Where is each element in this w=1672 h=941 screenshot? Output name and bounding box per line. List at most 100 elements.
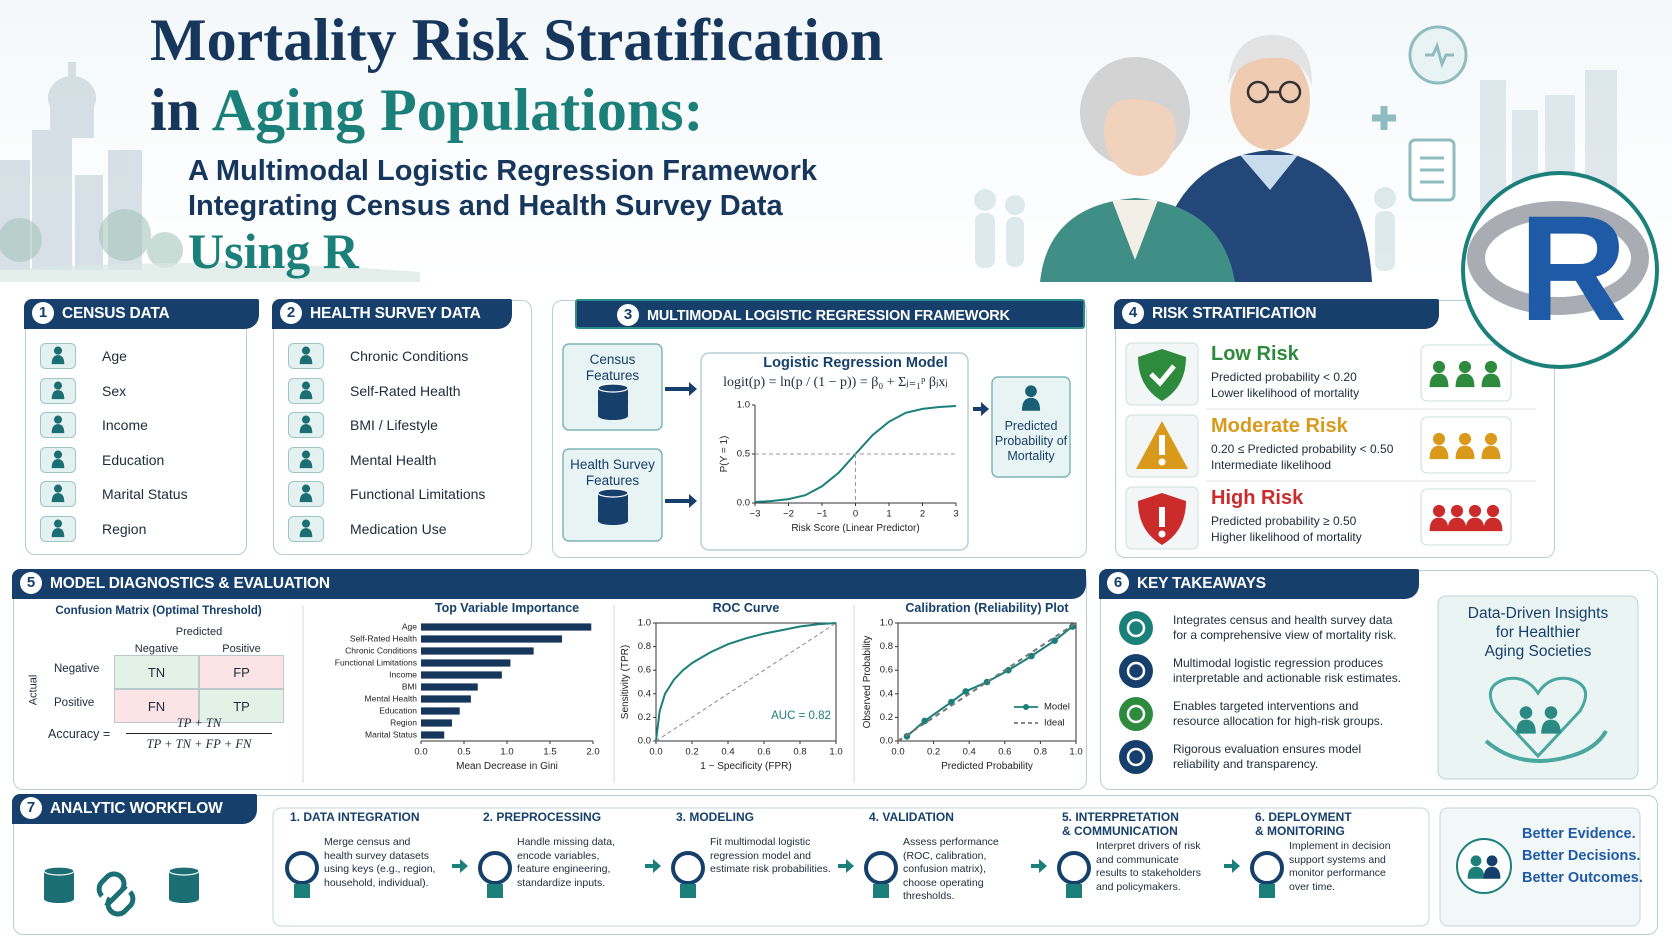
icon-part <box>598 508 628 516</box>
tier-glyph <box>1159 435 1165 455</box>
step-text: feature engineering, <box>517 863 611 875</box>
step-text: and communicate <box>1096 853 1179 866</box>
icon <box>288 481 324 507</box>
diagnostics-card: 5 MODEL DIAGNOSTICS & EVALUATION Confusion… <box>12 569 1087 790</box>
takeaway-text: Rigorous evaluation ensures model <box>1173 742 1362 756</box>
icon-part <box>597 488 629 498</box>
y-tick-label: 1.0 <box>737 400 750 411</box>
x-tick-label: 0.2 <box>927 747 940 758</box>
icon <box>288 377 324 404</box>
icon-part <box>1025 385 1037 398</box>
tier-graphics <box>1125 342 1536 410</box>
y-tick-label: 0.6 <box>638 665 651 676</box>
panel-dividers <box>302 605 855 783</box>
arrow-head <box>981 402 989 416</box>
x-tick-label: −1 <box>817 509 828 520</box>
takeaway-icon <box>1119 654 1153 688</box>
step-text: household, individual). <box>324 876 429 889</box>
icon-part <box>1455 445 1475 460</box>
closing-box <box>1439 807 1641 927</box>
step-title: & COMMUNICATION <box>1062 824 1178 838</box>
annotation: AUC = 0.82 <box>771 710 831 722</box>
takeaway-text: Enables targeted interventions and <box>1173 699 1359 713</box>
icon-part <box>44 886 74 894</box>
x-tick-label: −3 <box>750 509 761 520</box>
y-tick-label: 0.8 <box>880 641 893 652</box>
icon <box>288 343 324 369</box>
step-text: regression model and <box>710 849 811 862</box>
arrow-head <box>1039 859 1047 873</box>
title: in <box>150 77 201 143</box>
r-logo: R <box>1461 171 1659 369</box>
section-header: 5 MODEL DIAGNOSTICS & EVALUATION <box>12 569 1086 599</box>
section-header: 3 MULTIMODAL LOGISTIC REGRESSION FRAMEWOR… <box>575 299 1085 329</box>
matrix-cell: TP <box>199 689 284 723</box>
y-tick-label: 0.0 <box>737 498 750 509</box>
icon-part <box>299 458 313 468</box>
y-tick-label: 0.2 <box>880 712 893 723</box>
section-title: RISK STRATIFICATION <box>1152 305 1317 322</box>
icon-part <box>169 895 199 903</box>
icon-part <box>1486 855 1498 867</box>
step-text: over time. <box>1289 880 1336 893</box>
step-text: Merge census and <box>324 836 411 848</box>
arrow-head <box>1232 859 1240 873</box>
list-item: Sex <box>102 382 127 399</box>
category-label: Self-Rated Health <box>350 633 417 643</box>
icon-part <box>1470 855 1482 867</box>
icon-part <box>1541 719 1561 734</box>
tier-name: Low Risk <box>1211 343 1299 365</box>
plot-frame <box>655 622 837 742</box>
x-tick-label: −2 <box>783 509 794 520</box>
icon-part <box>1519 706 1533 719</box>
icon-part <box>53 346 63 355</box>
bar <box>421 719 452 727</box>
x-tick-label: 1.5 <box>543 747 556 758</box>
bar <box>421 635 563 643</box>
section-title: CENSUS DATA <box>62 305 170 322</box>
category-label: Education <box>379 705 417 715</box>
bar <box>421 707 460 715</box>
bar <box>421 731 445 739</box>
takeaway-text: for a comprehensive view of mortality ri… <box>1173 628 1397 642</box>
icon-part <box>51 389 65 399</box>
icon-part <box>1483 866 1501 879</box>
y-tick-label: 0.4 <box>880 688 893 699</box>
x-tick-label: 2 <box>920 509 925 520</box>
row-header: Negative <box>54 663 100 675</box>
arrow-head <box>846 859 854 873</box>
y-tick-label: 1.0 <box>638 618 651 629</box>
callout-hand <box>1484 729 1608 763</box>
arrow-head <box>689 382 697 396</box>
x-tick-label: 1.0 <box>1069 747 1082 758</box>
bar <box>421 671 502 679</box>
icon-part <box>51 527 65 537</box>
icon-part <box>301 415 311 424</box>
icon-part <box>169 886 199 894</box>
chart-title: Top Variable Importance <box>435 601 579 615</box>
column-header: Negative <box>134 643 179 655</box>
callout-box <box>1437 595 1639 780</box>
icon <box>40 515 76 542</box>
takeaway-text: Integrates census and health survey data <box>1173 613 1393 627</box>
people-box <box>1420 488 1512 546</box>
list-item: Income <box>102 417 148 433</box>
x-axis-label: Mean Decrease in Gini <box>456 761 558 772</box>
icon <box>288 446 324 473</box>
plot-frame <box>897 622 1077 742</box>
section-number: 1 <box>32 302 54 324</box>
chart: Top Variable Importance 0.0 0.5 1.0 1.5 2.0 Me… <box>335 601 600 772</box>
icon-part <box>1544 706 1558 719</box>
icon <box>40 446 76 473</box>
chart-title: Calibration (Reliability) Plot <box>905 601 1069 615</box>
tier-note: Intermediate likelihood <box>1211 458 1332 472</box>
icon-part <box>1467 866 1485 879</box>
x-tick-label: 0.0 <box>891 747 904 758</box>
step-text: Implement in decision <box>1289 840 1391 852</box>
step-title: 4. VALIDATION <box>869 810 954 824</box>
tier-glyph <box>1159 507 1165 527</box>
section-number: 5 <box>20 572 42 594</box>
takeaways-card: 6 KEY TAKEAWAYS Integrates census and heal… <box>1099 569 1658 790</box>
step-title: 6. DEPLOYMENT <box>1255 810 1352 824</box>
